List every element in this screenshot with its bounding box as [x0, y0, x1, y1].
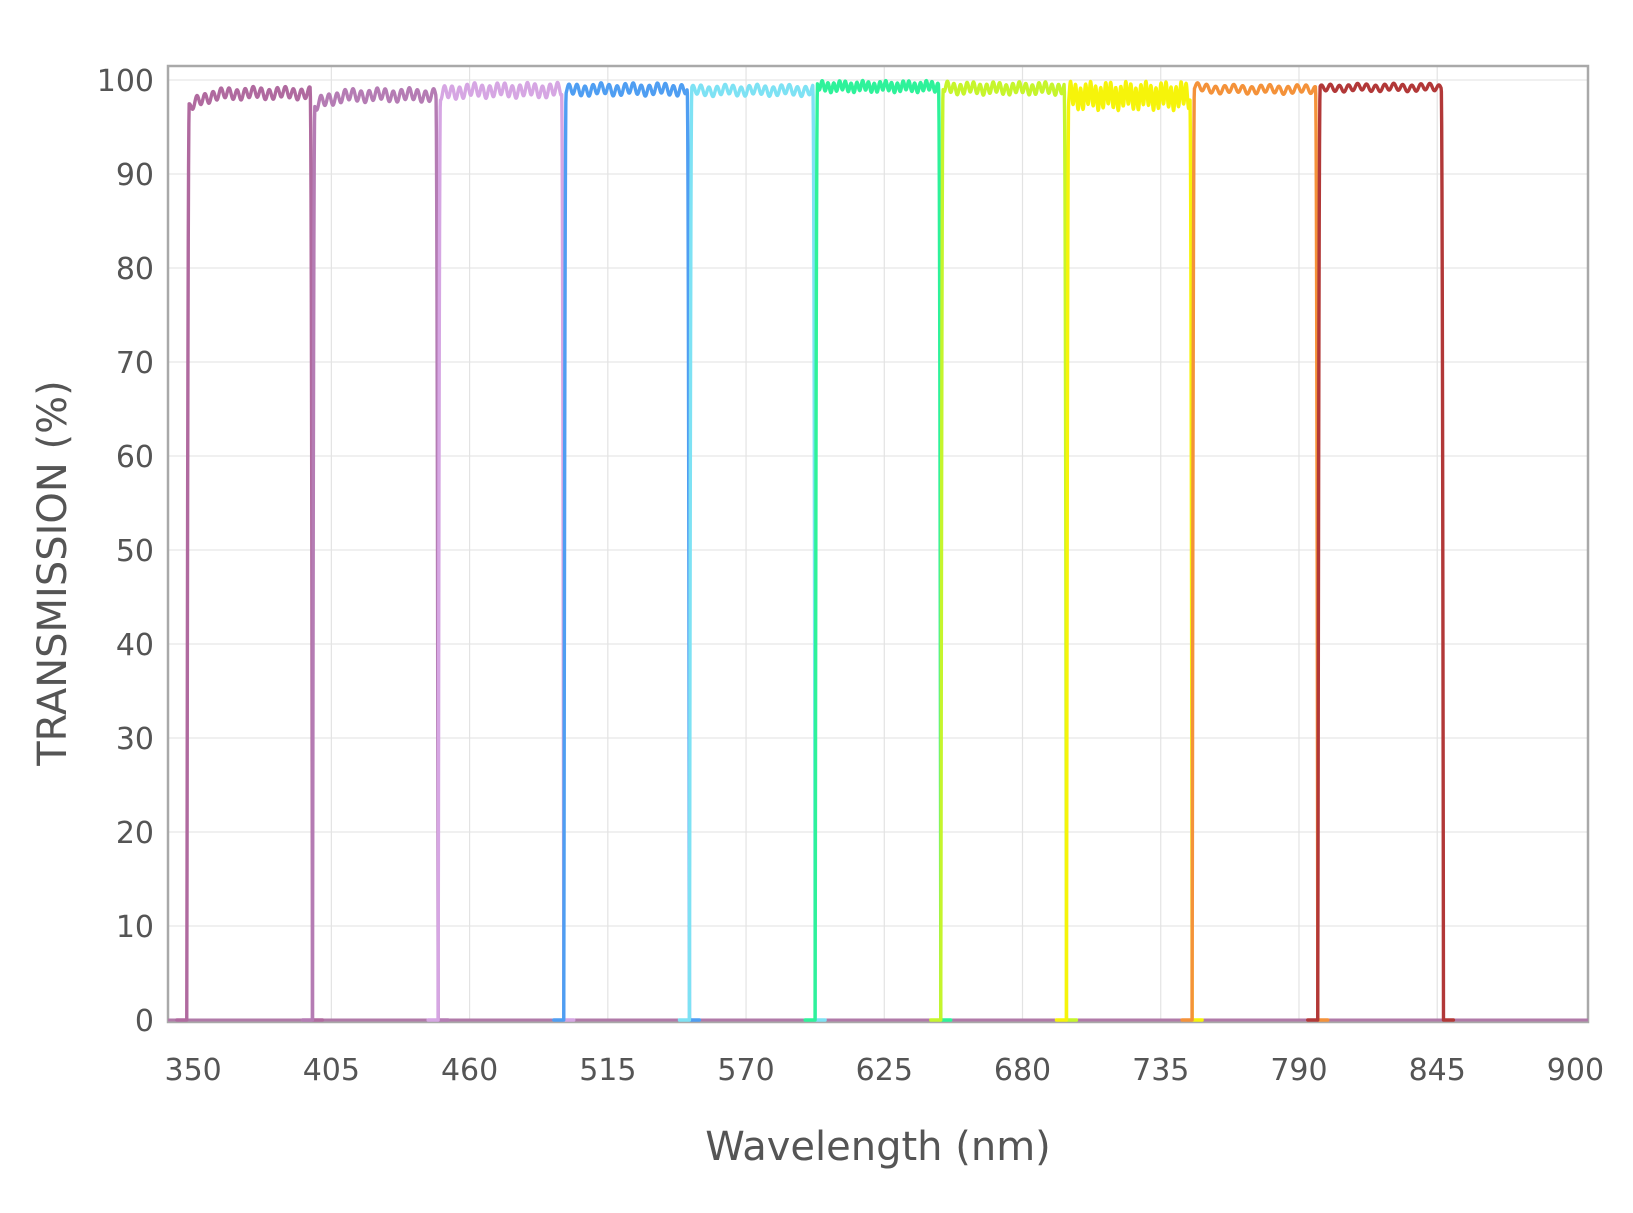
y-tick-label: 70 [116, 346, 154, 381]
series-line-band-4 [552, 81, 702, 1022]
x-tick-label: 790 [1270, 1053, 1327, 1088]
series-line-band-10 [1306, 81, 1456, 1022]
y-tick-label: 30 [116, 722, 154, 757]
y-tick-label: 40 [116, 628, 154, 663]
y-tick-label: 90 [116, 158, 154, 193]
series-line-band-9 [1180, 81, 1330, 1022]
y-tick-label: 60 [116, 440, 154, 475]
series-line-band-8 [1054, 79, 1204, 1022]
x-tick-label: 405 [303, 1053, 360, 1088]
x-tick-label: 460 [441, 1053, 498, 1088]
series-line-band-1 [175, 84, 325, 1022]
x-tick-label: 735 [1132, 1053, 1189, 1088]
x-axis-title: Wavelength (nm) [705, 1124, 1051, 1170]
x-tick-label: 350 [164, 1053, 221, 1088]
y-tick-label: 80 [116, 252, 154, 287]
series-lines [168, 78, 1588, 1022]
x-tick-label: 900 [1547, 1053, 1604, 1088]
y-axis-title: TRANSMISSION (%) [30, 380, 76, 767]
y-tick-label: 20 [116, 816, 154, 851]
x-tick-label: 680 [994, 1053, 1051, 1088]
y-tick-label: 0 [135, 1004, 154, 1039]
series-line-band-2 [300, 86, 450, 1022]
series-line-band-6 [803, 78, 953, 1022]
y-tick-label: 100 [97, 64, 154, 99]
x-tick-label: 845 [1409, 1053, 1466, 1088]
series-line-band-7 [929, 79, 1079, 1022]
y-axis-ticks: 0 10 20 30 40 50 60 70 80 90 100 [97, 64, 154, 1039]
series-line-band-5 [677, 82, 827, 1022]
series-line-band-3 [426, 80, 576, 1022]
x-tick-label: 570 [717, 1053, 774, 1088]
y-tick-label: 10 [116, 910, 154, 945]
x-tick-label: 515 [579, 1053, 636, 1088]
x-tick-label: 625 [856, 1053, 913, 1088]
y-tick-label: 50 [116, 534, 154, 569]
plot-area-frame [166, 64, 1590, 1024]
x-axis-ticks: 350 405 460 515 570 625 680 735 790 845 900 [164, 1053, 1604, 1088]
grid [168, 66, 1588, 1022]
